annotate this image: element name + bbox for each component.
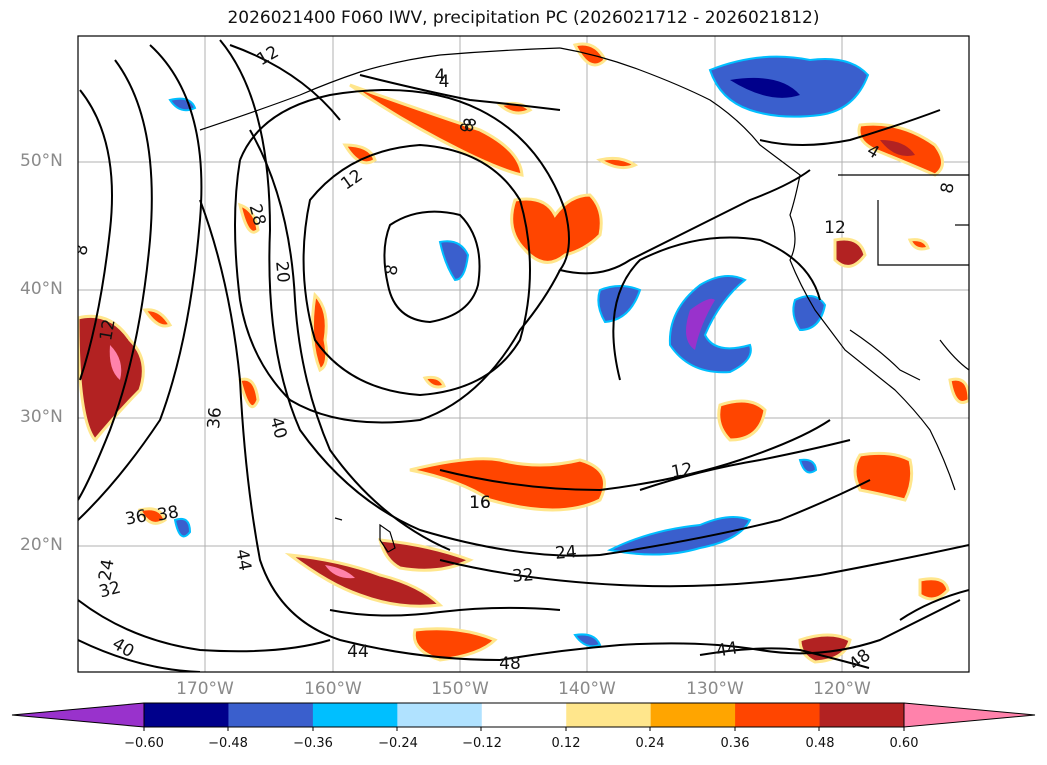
lon-label: 120°W <box>813 679 871 699</box>
colorbar-tick-label: −0.24 <box>378 736 418 751</box>
contour-label: 38 <box>156 502 181 525</box>
contour-label: 36 <box>204 406 226 429</box>
colorbar-tick-label: −0.48 <box>208 736 248 751</box>
coastlines <box>199 47 969 553</box>
colorbar-extend-high <box>903 702 1036 728</box>
colorbar-bin <box>566 703 652 727</box>
lat-label: 20°N <box>20 535 63 555</box>
contour-label: 8 <box>381 263 403 277</box>
lon-label: 160°W <box>304 679 362 699</box>
colorbar-border <box>143 702 905 728</box>
contour-label: 24 <box>554 542 577 564</box>
colorbar-bin <box>650 703 736 727</box>
contour-label: 12 <box>670 459 695 482</box>
colorbar-tick-label: 0.12 <box>551 736 581 751</box>
map-title: 2026021400 F060 IWV, precipitation PC (2… <box>227 8 820 28</box>
contour-label: 44 <box>347 642 369 662</box>
colorbar-tick-label: 0.36 <box>720 736 750 751</box>
contour-label: 36 <box>124 506 149 529</box>
lon-label: 130°W <box>686 679 744 699</box>
lon-label: 140°W <box>558 679 616 699</box>
contour-label: 8 <box>71 243 93 257</box>
colorbar-bin <box>144 703 229 727</box>
contour-label: 4 <box>439 72 450 92</box>
colorbar-bin <box>312 703 398 727</box>
contour-label: 44 <box>231 548 254 573</box>
lon-label: 170°W <box>176 679 234 699</box>
precip-negative-areas <box>168 55 870 648</box>
iwv-contours <box>78 39 969 672</box>
contour-label: 12 <box>824 218 846 238</box>
contour-label: 12 <box>96 318 119 343</box>
lon-label: 150°W <box>431 679 489 699</box>
contour-label: 20 <box>271 260 293 283</box>
colorbar-bin <box>228 703 314 727</box>
colorbar-tick-label: 0.24 <box>635 736 665 751</box>
colorbar-bin <box>735 703 821 727</box>
colorbar-tick-label: 0.60 <box>889 736 919 751</box>
contour-label: 8 <box>937 181 959 195</box>
colorbar-tick-label: −0.12 <box>462 736 502 751</box>
colorbar-bin <box>397 703 483 727</box>
contour-label: 16 <box>469 493 491 513</box>
colorbar-tick-label: −0.36 <box>293 736 333 751</box>
colorbar-extend-low <box>11 702 145 728</box>
lat-label: 30°N <box>20 407 63 427</box>
precip-positive-areas <box>78 42 969 664</box>
colorbar <box>11 702 1036 731</box>
contour-label: 24 <box>95 558 118 583</box>
colorbar-tick-label: −0.60 <box>124 736 164 751</box>
lat-label: 40°N <box>20 279 63 299</box>
contour-label: 32 <box>511 565 534 587</box>
map-frame-border <box>77 35 970 673</box>
contour-label: 4 <box>435 66 446 86</box>
contour-label: 16 <box>469 493 491 513</box>
contour-label: 44 <box>715 638 740 661</box>
colorbar-tick-label: 0.48 <box>805 736 835 751</box>
colorbar-bin <box>819 703 905 727</box>
contour-label: 48 <box>499 654 521 674</box>
colorbar-bin <box>481 703 567 727</box>
lat-label: 50°N <box>20 151 63 171</box>
